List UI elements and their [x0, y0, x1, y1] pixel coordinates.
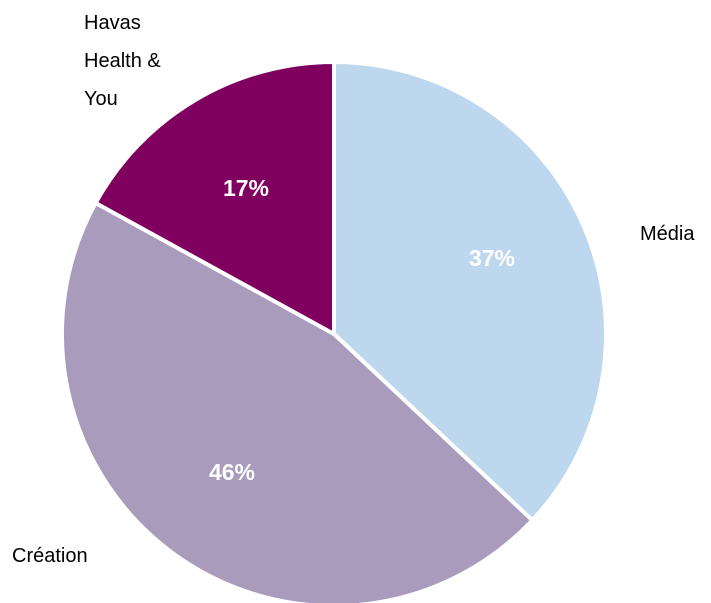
value-label-creation: 46% — [209, 459, 255, 485]
category-label-media: Média — [640, 223, 695, 245]
slice-havas — [93, 60, 336, 336]
category-label-havas-line2: Health & — [84, 50, 161, 72]
category-label-havas-line1: Havas — [84, 12, 141, 34]
category-label-havas-line3: You — [84, 88, 118, 110]
value-label-havas: 17% — [223, 175, 269, 201]
value-label-media: 37% — [469, 245, 515, 271]
pie-slices — [59, 60, 608, 603]
slice-media — [332, 60, 608, 523]
slice-creation — [59, 200, 535, 603]
category-label-creation: Création — [12, 545, 88, 567]
